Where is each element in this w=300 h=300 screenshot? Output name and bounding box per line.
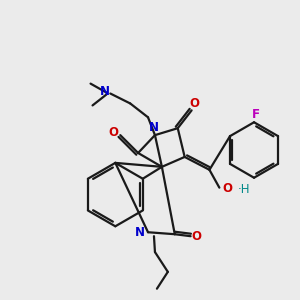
Text: O: O bbox=[108, 126, 118, 139]
Text: ·H: ·H bbox=[238, 183, 251, 196]
Text: O: O bbox=[222, 182, 232, 195]
Text: N: N bbox=[135, 226, 145, 239]
Text: O: O bbox=[190, 97, 200, 110]
Text: N: N bbox=[99, 85, 110, 98]
Text: N: N bbox=[149, 121, 159, 134]
Text: O: O bbox=[192, 230, 202, 243]
Text: F: F bbox=[252, 108, 260, 121]
